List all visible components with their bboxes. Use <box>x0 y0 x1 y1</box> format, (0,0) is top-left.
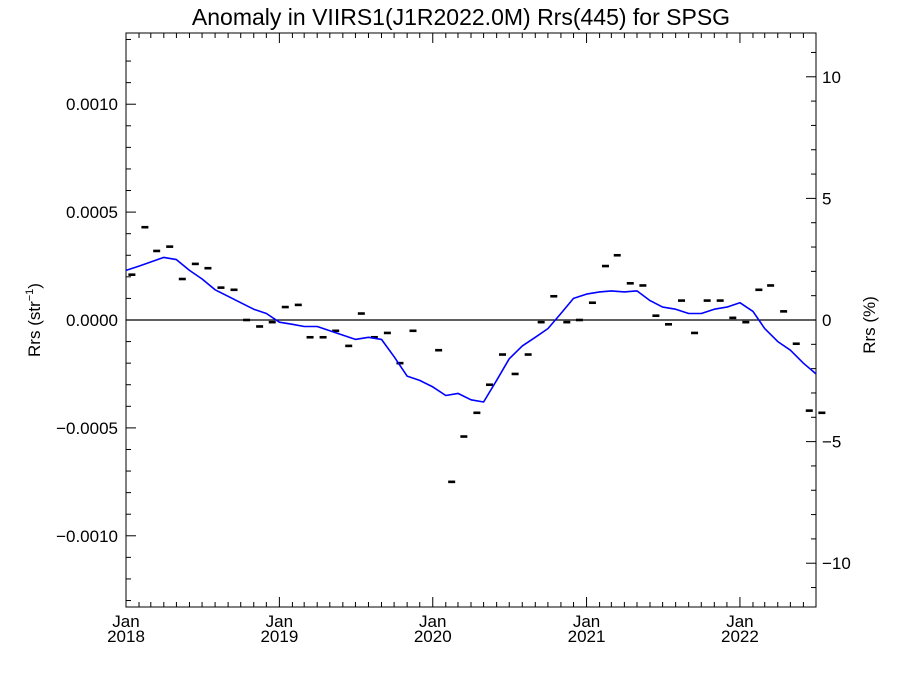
x-tick-label-year: 2019 <box>260 627 298 646</box>
x-tick-label-month: Jan <box>419 612 446 631</box>
y-axis-left-label: Rrs (str−1) <box>24 283 44 357</box>
x-tick-label-month: Jan <box>726 612 753 631</box>
x-tick-label-month: Jan <box>573 612 600 631</box>
y-right-tick-label: −10 <box>822 554 851 573</box>
x-tick-label-year: 2018 <box>107 627 145 646</box>
y-right-tick-label: 10 <box>822 68 841 87</box>
running-mean-line <box>125 256 817 403</box>
y-axis-right-label: Rrs (%) <box>860 296 879 354</box>
svg-text:Rrs (str−1): Rrs (str−1) <box>24 283 44 357</box>
y-left-tick-label: 0.0010 <box>66 95 118 114</box>
x-tick-label-month: Jan <box>266 612 293 631</box>
y-right-tick-label: 0 <box>822 311 831 330</box>
x-tick-label-year: 2021 <box>568 627 606 646</box>
y-left-tick-label: 0.0000 <box>66 311 118 330</box>
x-tick-label-year: 2020 <box>414 627 452 646</box>
chart-title: Anomaly in VIIRS1(J1R2022.0M) Rrs(445) f… <box>192 4 730 30</box>
y-left-tick-label: −0.0005 <box>56 419 118 438</box>
y-left-tick-label: −0.0010 <box>56 527 118 546</box>
x-tick-label-month: Jan <box>112 612 139 631</box>
y-right-tick-label: 5 <box>822 189 831 208</box>
y-axis-left-label-sup: −1 <box>24 289 36 302</box>
x-tick-label-year: 2022 <box>721 627 759 646</box>
y-axis-left-label-base: Rrs (str <box>25 301 44 357</box>
y-right-tick-label: −5 <box>822 433 841 452</box>
y-axis-left-label-close: ) <box>25 283 44 289</box>
y-left-tick-label: 0.0005 <box>66 203 118 222</box>
